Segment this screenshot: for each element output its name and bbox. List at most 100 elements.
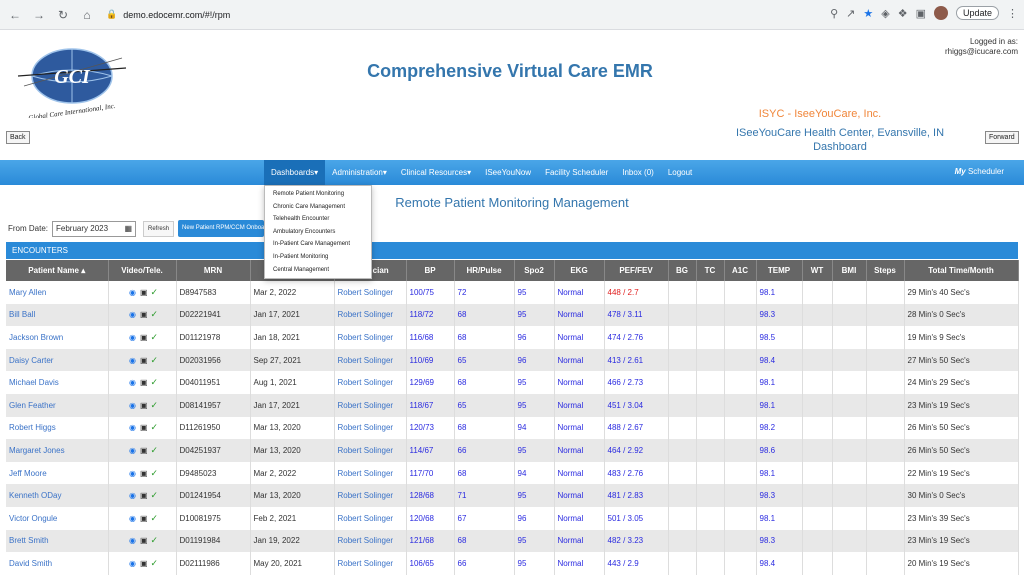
spo2-cell[interactable]: 95	[514, 303, 555, 327]
nav-clinical-resources[interactable]: Clinical Resources▾	[400, 168, 472, 177]
chat-icon[interactable]: ▣	[139, 445, 148, 455]
ekg-cell[interactable]: Normal	[554, 529, 605, 553]
video-call-icon[interactable]: ◉	[128, 468, 136, 478]
temp-cell[interactable]: 98.5	[756, 326, 803, 349]
hr-cell[interactable]: 68	[454, 529, 515, 553]
nav-administration[interactable]: Administration▾	[332, 168, 387, 177]
forward-arrow-icon[interactable]: →	[33, 7, 45, 22]
chat-icon[interactable]: ▣	[139, 536, 148, 546]
spo2-cell[interactable]: 95	[514, 393, 555, 417]
from-date-input[interactable]: February 2023 ▦	[52, 220, 137, 237]
temp-cell[interactable]: 98.3	[756, 529, 803, 553]
physician-link[interactable]: Robert Solinger	[334, 439, 407, 462]
bp-cell[interactable]: 100/75	[406, 281, 455, 304]
nav-inbox[interactable]: Inbox (0)	[622, 168, 654, 177]
pef-cell[interactable]: 501 / 3.05	[604, 506, 669, 530]
bp-cell[interactable]: 129/69	[406, 371, 455, 394]
refresh-button[interactable]: Refresh	[143, 220, 175, 237]
ekg-cell[interactable]: Normal	[554, 303, 605, 327]
nav-dashboards[interactable]: Dashboards▾	[264, 160, 326, 185]
physician-link[interactable]: Robert Solinger	[334, 416, 407, 440]
my-scheduler-link[interactable]: My Scheduler	[955, 167, 1004, 176]
patient-name-link[interactable]: David Smith	[6, 552, 109, 575]
patient-name-link[interactable]: Victor Ongule	[6, 506, 109, 530]
video-call-icon[interactable]: ◉	[128, 558, 136, 568]
video-call-icon[interactable]: ◉	[128, 287, 136, 297]
temp-cell[interactable]: 98.1	[756, 281, 803, 304]
extension-icon[interactable]: ◈	[881, 7, 890, 20]
video-call-icon[interactable]: ◉	[128, 445, 136, 455]
spo2-cell[interactable]: 96	[514, 506, 555, 530]
hr-cell[interactable]: 68	[454, 371, 515, 394]
bp-cell[interactable]: 118/72	[406, 303, 455, 327]
video-call-icon[interactable]: ◉	[128, 513, 136, 523]
pef-cell[interactable]: 448 / 2.7	[604, 281, 669, 304]
nav-iseeyounow[interactable]: ISeeYouNow	[485, 168, 532, 177]
pef-cell[interactable]: 466 / 2.73	[604, 371, 669, 394]
spo2-cell[interactable]: 95	[514, 371, 555, 394]
video-call-icon[interactable]: ◉	[128, 423, 136, 433]
hr-cell[interactable]: 71	[454, 484, 515, 507]
ekg-cell[interactable]: Normal	[554, 439, 605, 462]
physician-link[interactable]: Robert Solinger	[334, 303, 407, 327]
video-call-icon[interactable]: ◉	[128, 332, 136, 342]
chat-icon[interactable]: ▣	[139, 400, 148, 410]
pef-cell[interactable]: 483 / 2.76	[604, 461, 669, 485]
pef-cell[interactable]: 443 / 2.9	[604, 552, 669, 575]
spo2-cell[interactable]: 94	[514, 461, 555, 485]
physician-link[interactable]: Robert Solinger	[334, 529, 407, 553]
bp-cell[interactable]: 120/68	[406, 506, 455, 530]
temp-cell[interactable]: 98.2	[756, 416, 803, 440]
patient-name-link[interactable]: Robert Higgs	[6, 416, 109, 440]
hr-cell[interactable]: 66	[454, 439, 515, 462]
spo2-cell[interactable]: 95	[514, 281, 555, 304]
spo2-cell[interactable]: 96	[514, 326, 555, 349]
ekg-cell[interactable]: Normal	[554, 484, 605, 507]
bp-cell[interactable]: 120/73	[406, 416, 455, 440]
patient-name-link[interactable]: Daisy Carter	[6, 348, 109, 372]
temp-cell[interactable]: 98.6	[756, 439, 803, 462]
chat-icon[interactable]: ▣	[139, 423, 148, 433]
menu-dots-icon[interactable]: ⋮	[1007, 7, 1018, 20]
chat-icon[interactable]: ▣	[139, 513, 148, 523]
physician-link[interactable]: Robert Solinger	[334, 326, 407, 349]
video-call-icon[interactable]: ◉	[128, 310, 136, 320]
dropdown-item-ccm[interactable]: Chronic Care Management	[273, 203, 346, 210]
spo2-cell[interactable]: 95	[514, 484, 555, 507]
patient-name-link[interactable]: Margaret Jones	[6, 439, 109, 462]
ekg-cell[interactable]: Normal	[554, 461, 605, 485]
patient-name-link[interactable]: Brett Smith	[6, 529, 109, 553]
chat-icon[interactable]: ▣	[139, 310, 148, 320]
spo2-cell[interactable]: 94	[514, 416, 555, 440]
pef-cell[interactable]: 488 / 2.67	[604, 416, 669, 440]
chat-icon[interactable]: ▣	[139, 378, 148, 388]
ekg-cell[interactable]: Normal	[554, 393, 605, 417]
chat-icon[interactable]: ▣	[139, 287, 148, 297]
temp-cell[interactable]: 98.3	[756, 303, 803, 327]
pef-cell[interactable]: 478 / 3.11	[604, 303, 669, 327]
ekg-cell[interactable]: Normal	[554, 348, 605, 372]
reload-icon[interactable]: ↻	[57, 7, 69, 22]
bp-cell[interactable]: 121/68	[406, 529, 455, 553]
patient-name-link[interactable]: Jackson Brown	[6, 326, 109, 349]
address-bar[interactable]: 🔒 demo.edocemr.com/#!/rpm	[106, 9, 230, 20]
dropdown-item-inpatient-care[interactable]: In-Patient Care Management	[273, 241, 351, 248]
bp-cell[interactable]: 116/68	[406, 326, 455, 349]
hr-cell[interactable]: 72	[454, 281, 515, 304]
dropdown-item-central[interactable]: Central Management	[273, 266, 330, 273]
bp-cell[interactable]: 110/69	[406, 348, 455, 372]
physician-link[interactable]: Robert Solinger	[334, 371, 407, 394]
hr-cell[interactable]: 65	[454, 393, 515, 417]
hr-cell[interactable]: 66	[454, 552, 515, 575]
temp-cell[interactable]: 98.1	[756, 506, 803, 530]
video-call-icon[interactable]: ◉	[128, 378, 136, 388]
back-arrow-icon[interactable]: ←	[9, 7, 21, 22]
physician-link[interactable]: Robert Solinger	[334, 552, 407, 575]
temp-cell[interactable]: 98.1	[756, 393, 803, 417]
temp-cell[interactable]: 98.1	[756, 461, 803, 485]
new-patient-button[interactable]: New Patient RPM/CCM Onboarding	[178, 220, 265, 237]
home-icon[interactable]: ⌂	[83, 7, 91, 22]
share-icon[interactable]: ↗	[846, 7, 856, 20]
hr-cell[interactable]: 68	[454, 326, 515, 349]
patient-name-link[interactable]: Kenneth ODay	[6, 484, 109, 507]
